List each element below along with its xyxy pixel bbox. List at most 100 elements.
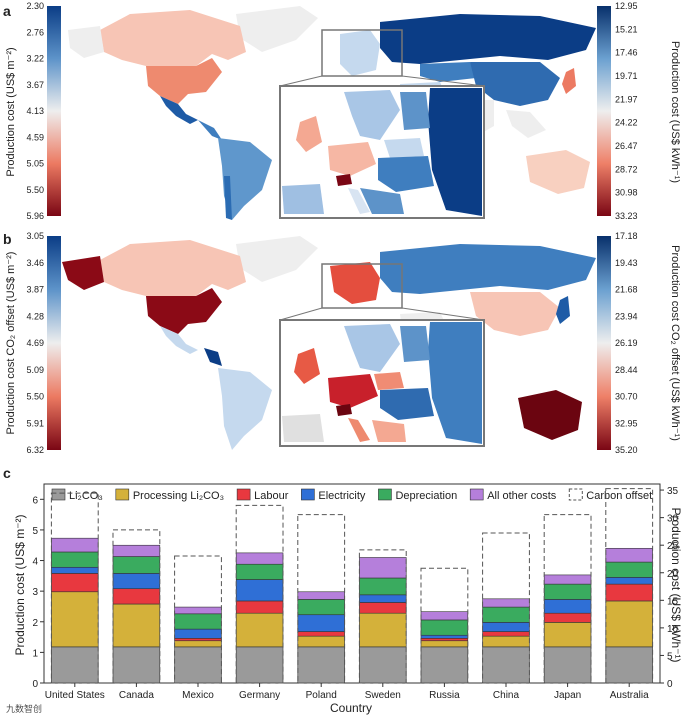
panel-b-right-tick-label: 32.95 (615, 418, 638, 428)
bar-segment-depreciation (605, 561, 653, 578)
x-tick-label: United States (45, 690, 105, 701)
inset-a-central-europe (328, 142, 376, 176)
bar-segment-processing (359, 612, 407, 648)
panel-a-right-tick-label: 17.46 (615, 48, 638, 58)
y-right-tick-label: 20 (667, 569, 679, 580)
bar-segment-li2co3 (297, 646, 345, 684)
legend-swatch-processing (115, 488, 130, 501)
panel-a-label: a (3, 3, 11, 19)
b-usa-shape (146, 288, 222, 334)
panel-b-left-tick-label: 3.46 (26, 258, 44, 268)
panel-a-right-axis-label: Production cost (US$ kWh⁻¹) (669, 41, 681, 183)
x-tick-label: Sweden (365, 690, 401, 701)
bar-segment-electricity (420, 634, 469, 639)
panel-a-right-tick-label: 15.21 (615, 24, 638, 34)
bar-segment-other (51, 537, 99, 553)
y-axis-right-label: Production cost (US$ kWh⁻¹) (669, 507, 683, 662)
carbon-offset-outline (543, 514, 592, 684)
y-axis-left-label: Production cost (US$ m⁻²) (13, 514, 27, 655)
panel-a-left-tick-label: 4.59 (26, 132, 44, 142)
panel-a-left-tick-label: 5.96 (26, 211, 44, 221)
panel-c: c Li₂CO₃ Processing Li₂CO₃ Labour Electrici… (3, 465, 683, 715)
panel-b-right-tick-label: 23.94 (615, 311, 638, 321)
panel-b-left-tick-label: 5.50 (26, 392, 44, 402)
panel-b-right-tick-label: 17.18 (615, 231, 638, 241)
inset-a-eastern-europe (378, 156, 434, 192)
panel-b-left-tick-label: 4.28 (26, 311, 44, 321)
bar-segment-processing (174, 640, 222, 648)
panel-b-right-tick-label: 21.68 (615, 285, 638, 295)
panel-a-right-tick-label: 19.71 (615, 71, 638, 81)
panel-b-label: b (3, 231, 12, 247)
bar-segment-depreciation (543, 583, 592, 600)
x-tick-label: Japan (554, 690, 581, 701)
legend-swatch-carbon-offset (568, 488, 583, 501)
y-right-tick-label: 30 (667, 514, 679, 525)
legend-swatch-labour (236, 488, 251, 501)
bar-segment-li2co3 (482, 646, 530, 684)
panel-a-left-axis-label: Production cost (US$ m⁻²) (5, 47, 17, 176)
inset-b-eastern-europe (380, 388, 434, 420)
inset-b-scandinavia (344, 324, 400, 372)
bar-segment-electricity (543, 599, 592, 614)
panel-a-right-ticks: 12.95 15.21 17.46 19.71 21.97 24.22 26.47 28.72… (615, 1, 638, 221)
b-alaska-shape (62, 256, 104, 290)
bar-segment-labour (51, 573, 99, 593)
bar-segment-depreciation (174, 613, 222, 630)
b-australia-shape (518, 390, 582, 440)
chart-legend: Li₂CO₃ Processing Li₂CO₃ Labour Electricity… (51, 488, 652, 502)
panel-b-right-ticks: 17.18 19.43 21.68 23.94 26.19 28.44 30.70 32.95… (615, 231, 638, 455)
inset-b-uk (294, 348, 320, 384)
inset-b-finland (400, 326, 430, 362)
inset-a-iberia (282, 184, 324, 214)
bar-segment-depreciation (235, 563, 284, 580)
y-right-tick-label: 35 (667, 486, 679, 497)
panel-a-left-tick-label: 4.13 (26, 106, 44, 116)
bar-segment-processing (543, 622, 592, 648)
bar-segment-labour (297, 631, 345, 637)
b-japan-shape (556, 296, 570, 324)
y-right-tick-label: 0 (667, 679, 673, 690)
bar-segment-other (359, 557, 407, 579)
y-left-tick-label: 3 (32, 587, 38, 598)
panel-a-europe-inset (279, 85, 485, 219)
inset-a-italy (348, 188, 370, 214)
panel-b-left-tick-label: 5.91 (26, 418, 44, 428)
bar-segment-other (112, 544, 161, 557)
panel-a-right-tick-label: 26.47 (615, 141, 638, 151)
x-tick-label: China (493, 690, 520, 701)
panel-a-left-tick-label: 5.05 (26, 159, 44, 169)
x-tick-label: Canada (119, 690, 154, 701)
panel-b-right-tick-label: 28.44 (615, 365, 638, 375)
panel-a-left-ticks: 2.30 2.76 3.22 3.67 4.13 4.59 5.05 5.50 5.96 (26, 1, 44, 221)
alaska-shape (68, 26, 104, 58)
bar-segment-labour (543, 612, 592, 623)
russia-shape (380, 14, 596, 64)
panel-a-right-tick-label: 21.97 (615, 94, 638, 104)
panel-b-left-colorbar (47, 236, 61, 450)
x-axis-tick-labels: United States Canada Mexico Germany Poland Sw… (45, 683, 649, 701)
bar-segment-labour (482, 631, 530, 637)
y-right-tick-label: 15 (667, 596, 679, 607)
bar-segment-processing (605, 600, 653, 648)
x-tick-label: Poland (306, 690, 337, 701)
bar-segment-electricity (297, 614, 345, 632)
panel-a: a 2.30 2.76 3.22 3.67 4.13 4.59 5.05 5.50 5.96 P… (3, 1, 681, 221)
bar-segment-labour (235, 600, 284, 614)
panel-a-left-tick-label: 2.76 (26, 27, 44, 37)
panel-c-label: c (3, 465, 11, 481)
panel-a-right-tick-label: 12.95 (615, 1, 638, 11)
legend-swatch-li2co3 (51, 488, 66, 501)
bar-segment-electricity (605, 577, 653, 585)
y-right-tick-label: 25 (667, 541, 679, 552)
bar-segment-electricity (235, 579, 284, 602)
chile-shape (224, 176, 232, 220)
bar-segment-depreciation (51, 551, 99, 568)
bar-segment-electricity (482, 622, 530, 632)
y-left-tick-label: 2 (32, 618, 38, 629)
x-tick-label: Mexico (182, 690, 214, 701)
x-axis-label: Country (330, 701, 372, 715)
panel-b: b 3.05 3.46 3.87 4.28 4.69 5.09 5.50 5.91 6.32 P… (3, 231, 681, 455)
kazakhstan-shape (420, 62, 476, 82)
